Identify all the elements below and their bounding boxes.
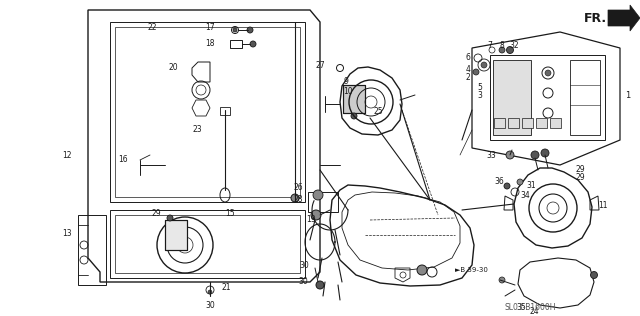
Text: 9: 9	[343, 77, 348, 87]
Circle shape	[313, 190, 323, 200]
Circle shape	[481, 62, 487, 68]
Bar	[570, 60, 600, 135]
Bar	[493, 60, 531, 135]
Bar	[308, 192, 338, 212]
Text: 30: 30	[298, 277, 308, 287]
Circle shape	[351, 113, 357, 119]
Text: 24: 24	[530, 307, 540, 316]
Bar	[522, 118, 533, 128]
Text: 13: 13	[62, 228, 72, 238]
Bar	[494, 118, 505, 128]
Text: 4: 4	[465, 65, 470, 75]
Bar	[343, 85, 365, 113]
Bar	[110, 210, 305, 278]
Text: 21: 21	[222, 283, 232, 291]
Circle shape	[311, 210, 321, 220]
Circle shape	[250, 41, 256, 47]
Bar	[220, 107, 230, 115]
Circle shape	[506, 151, 514, 159]
Circle shape	[517, 179, 523, 185]
Circle shape	[473, 69, 479, 75]
Text: FR.: FR.	[584, 11, 607, 25]
Text: 25: 25	[374, 107, 383, 117]
Bar	[115, 27, 300, 197]
Bar	[78, 215, 106, 285]
Bar	[343, 85, 365, 113]
Text: 1: 1	[625, 90, 630, 100]
Text: 29: 29	[151, 209, 161, 217]
Bar	[230, 40, 242, 48]
Text: 10: 10	[343, 88, 353, 96]
Text: 30: 30	[300, 260, 309, 270]
Circle shape	[247, 27, 253, 33]
Text: 33: 33	[486, 150, 496, 160]
Circle shape	[541, 149, 549, 157]
Text: 32: 32	[509, 41, 519, 51]
Bar	[165, 220, 187, 250]
Text: 22: 22	[148, 23, 157, 33]
Text: 27: 27	[316, 60, 325, 70]
Circle shape	[504, 183, 510, 189]
Bar	[115, 215, 300, 273]
Circle shape	[531, 151, 539, 159]
Text: 35: 35	[516, 303, 525, 313]
Text: SL03-B1600H: SL03-B1600H	[504, 303, 556, 313]
Text: 7: 7	[488, 41, 492, 51]
Circle shape	[506, 46, 513, 53]
Bar	[165, 220, 187, 250]
Circle shape	[499, 277, 505, 283]
Text: 11: 11	[598, 200, 607, 210]
Circle shape	[417, 265, 427, 275]
Text: 31: 31	[526, 180, 536, 190]
Circle shape	[316, 281, 324, 289]
Circle shape	[545, 70, 551, 76]
Text: 29: 29	[575, 166, 584, 174]
Text: 2: 2	[465, 74, 470, 82]
Text: 6: 6	[465, 53, 470, 63]
Circle shape	[591, 271, 598, 278]
Text: 20: 20	[168, 64, 178, 72]
Text: 17: 17	[205, 23, 215, 33]
Text: 29: 29	[575, 173, 584, 183]
Text: 8: 8	[500, 41, 504, 51]
Polygon shape	[608, 5, 640, 31]
Text: 5: 5	[477, 83, 483, 93]
Text: 36: 36	[494, 178, 504, 186]
Text: 28: 28	[294, 196, 303, 204]
Text: 34: 34	[520, 191, 530, 199]
Text: 19: 19	[307, 216, 316, 224]
Text: 16: 16	[118, 155, 128, 165]
Text: 23: 23	[193, 125, 202, 135]
Circle shape	[208, 290, 212, 294]
Text: 18: 18	[205, 40, 215, 48]
Bar	[536, 118, 547, 128]
Circle shape	[499, 47, 505, 53]
Bar	[508, 118, 519, 128]
Text: 30: 30	[205, 301, 215, 309]
Circle shape	[167, 215, 173, 221]
Bar	[110, 22, 305, 202]
Bar	[550, 118, 561, 128]
Circle shape	[233, 28, 237, 32]
Text: 12: 12	[63, 150, 72, 160]
Circle shape	[291, 194, 299, 202]
Bar	[490, 55, 605, 140]
Text: 15: 15	[225, 209, 235, 217]
Text: ►B 39-30: ►B 39-30	[455, 267, 488, 273]
Text: 26: 26	[293, 184, 303, 192]
Text: 3: 3	[477, 92, 483, 100]
